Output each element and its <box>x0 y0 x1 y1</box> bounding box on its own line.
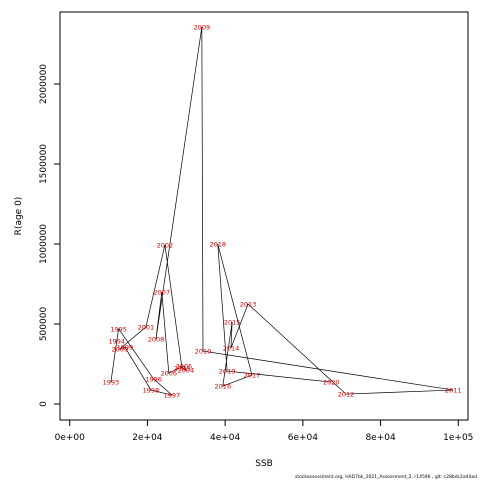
year-label: 1993 <box>103 378 120 386</box>
year-label: 2008 <box>148 335 165 343</box>
y-tick-label: 500000 <box>39 307 49 342</box>
footer: stockassessment.org, HAD7bk_2021_Assessm… <box>295 474 477 480</box>
year-label: 1996 <box>145 375 162 383</box>
year-label: 2002 <box>157 241 174 249</box>
year-label: 2001 <box>138 323 155 331</box>
year-label: 2006 <box>161 369 178 377</box>
year-label: 2009 <box>194 23 211 31</box>
year-label: 2003 <box>174 364 191 372</box>
y-tick-label: 1000000 <box>39 224 49 264</box>
year-label: 2011 <box>445 386 462 394</box>
x-tick-label: 0e+00 <box>55 433 86 443</box>
year-label: 2014 <box>223 344 240 352</box>
y-axis-label: R(age 0) <box>14 197 24 236</box>
x-tick-label: 4e+04 <box>210 433 241 443</box>
year-label: 2017 <box>244 371 261 379</box>
x-tick-label: 1e+05 <box>443 433 473 443</box>
year-label: 2004 <box>178 366 195 374</box>
year-label: 1998 <box>143 386 160 394</box>
y-tick-label: 1500000 <box>39 144 49 184</box>
year-label: 2007 <box>154 288 171 296</box>
y-tick-label: 2000000 <box>39 64 49 104</box>
x-tick-label: 8e+04 <box>365 433 396 443</box>
x-tick-label: 6e+04 <box>288 433 319 443</box>
trajectory-line <box>110 26 454 396</box>
year-label: 1997 <box>164 391 181 399</box>
plot-frame <box>59 11 469 421</box>
year-label: 2010 <box>195 347 212 355</box>
year-label: 2019 <box>219 367 236 375</box>
year-label: 2020 <box>323 378 340 386</box>
year-label: 2016 <box>215 382 232 390</box>
year-label: 2018 <box>209 240 226 248</box>
year-label: 1995 <box>110 325 127 333</box>
year-label: 2005 <box>176 362 193 370</box>
x-tick-label: 2e+04 <box>132 433 163 443</box>
year-label: 2000 <box>112 345 129 353</box>
year-label: 1994 <box>108 337 125 345</box>
year-label: 2013 <box>240 300 257 308</box>
year-label: 1999 <box>117 343 134 351</box>
year-label: 2015 <box>224 318 241 326</box>
x-axis-label: SSB <box>255 459 273 469</box>
y-tick-label: 0 <box>39 401 49 407</box>
year-label: 2012 <box>338 390 355 398</box>
